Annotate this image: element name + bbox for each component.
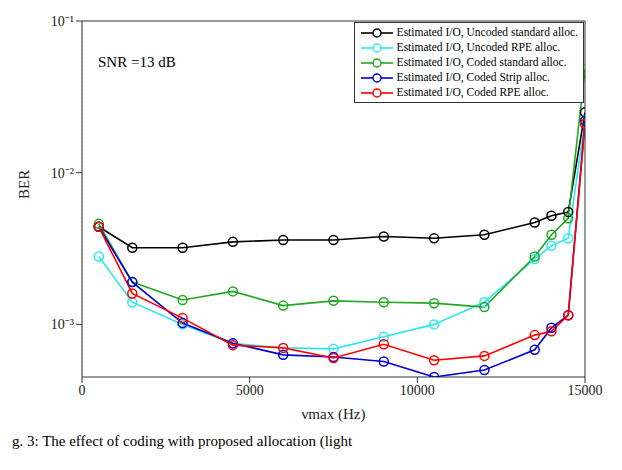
html-text:SNR =13 dB: SNR =13 dB — [98, 54, 176, 70]
svg-text:15000: 15000 — [568, 383, 603, 398]
svg-text:10⁻²: 10⁻² — [51, 166, 74, 181]
svg-text:10000: 10000 — [400, 383, 435, 398]
svg-text:5000: 5000 — [236, 383, 264, 398]
html-text:Estimated I/O, Coded standard: Estimated I/O, Coded standard alloc. — [396, 56, 567, 68]
html-text:Estimated I/O, Uncoded RPE all: Estimated I/O, Uncoded RPE alloc. — [396, 41, 561, 53]
svg-text:0: 0 — [79, 383, 86, 398]
html-text:Estimated I/O, Uncoded standar: Estimated I/O, Uncoded standard alloc. — [396, 26, 578, 38]
svg-text:10⁻³: 10⁻³ — [51, 317, 74, 332]
html-text:Estimated I/O, Coded RPE alloc: Estimated I/O, Coded RPE alloc. — [396, 86, 549, 98]
html-text:g. 3: The effect of coding wit: g. 3: The effect of coding with proposed… — [12, 433, 353, 449]
svg-text:νmax (Hz): νmax (Hz) — [302, 406, 366, 423]
svg-text:10⁻¹: 10⁻¹ — [51, 14, 74, 29]
svg-text:BER: BER — [16, 170, 32, 199]
html-text:Estimated I/O, Coded Strip all: Estimated I/O, Coded Strip alloc. — [396, 71, 550, 83]
